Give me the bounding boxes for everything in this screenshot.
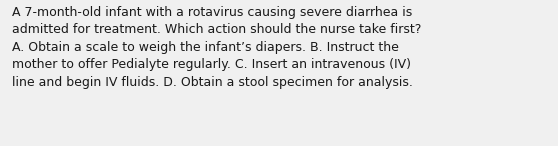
Text: A 7-month-old infant with a rotavirus causing severe diarrhea is
admitted for tr: A 7-month-old infant with a rotavirus ca… [12, 6, 421, 89]
